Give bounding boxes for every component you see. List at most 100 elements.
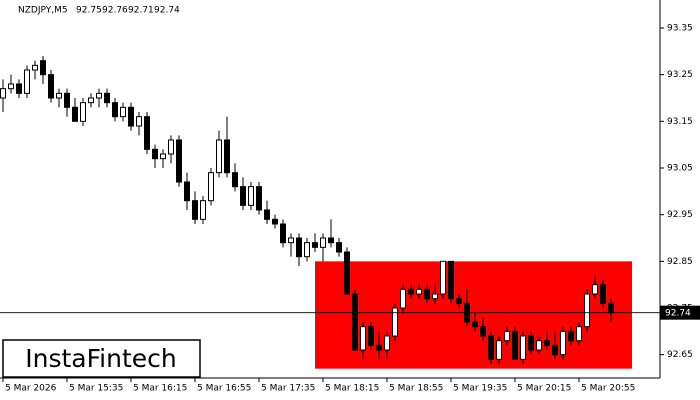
candle-body xyxy=(440,260,446,295)
x-tick-label: 5 Mar 20:15 xyxy=(517,384,571,394)
logo-box xyxy=(2,339,201,378)
candle-body xyxy=(240,186,246,206)
candle-body xyxy=(496,340,502,360)
candle-body xyxy=(64,92,70,108)
candle-body xyxy=(136,116,142,127)
y-tick-label: 92.65 xyxy=(667,350,693,360)
y-tick-label: 93.35 xyxy=(667,24,693,34)
candle-body xyxy=(336,242,342,253)
x-tick-label: 5 Mar 17:35 xyxy=(261,384,315,394)
x-tick-label: 5 Mar 20:55 xyxy=(581,384,635,394)
candle-body xyxy=(256,186,262,211)
candle-body xyxy=(16,83,22,94)
x-tick-label: 5 Mar 18:55 xyxy=(389,384,443,394)
candle-body xyxy=(368,326,374,346)
candle-body xyxy=(400,288,406,309)
candle-body xyxy=(288,237,294,244)
candle-body xyxy=(544,340,550,346)
candle-body xyxy=(280,223,286,244)
candle-body xyxy=(504,330,510,342)
candle-body xyxy=(600,284,606,304)
candle-body xyxy=(208,172,214,202)
candle-body xyxy=(528,335,534,351)
candle-body xyxy=(520,335,526,360)
candle-body xyxy=(352,293,358,351)
x-tick-label: 5 Mar 15:35 xyxy=(69,384,123,394)
candle-body xyxy=(472,321,478,328)
candle-body xyxy=(152,148,158,160)
y-tick-label: 92.95 xyxy=(667,210,693,220)
candle-body xyxy=(168,139,174,155)
candle-body xyxy=(432,293,438,300)
candle-body xyxy=(512,330,518,360)
candle-body xyxy=(408,288,414,295)
candle-body xyxy=(128,106,134,127)
candle-body xyxy=(96,92,102,99)
symbol: NZDJPY,M5 xyxy=(18,6,68,16)
candle-body xyxy=(568,330,574,342)
candle-body xyxy=(304,242,310,258)
candle-body xyxy=(392,307,398,337)
candle-body xyxy=(8,83,14,90)
candle-body xyxy=(592,284,598,295)
candle-body xyxy=(40,60,46,76)
candle-body xyxy=(312,242,318,248)
candle-body xyxy=(72,106,78,122)
header-value: 92.76 xyxy=(102,6,128,16)
candle-body xyxy=(448,260,454,300)
candle-body xyxy=(56,92,62,99)
candle-body xyxy=(456,298,462,304)
candle-body xyxy=(264,209,270,220)
y-tick-label: 93.05 xyxy=(667,164,693,174)
candle-body xyxy=(416,288,422,295)
candle-body xyxy=(232,172,238,188)
candle-body xyxy=(144,116,150,150)
x-tick-label: 5 Mar 16:55 xyxy=(197,384,251,394)
candle-body xyxy=(224,139,230,174)
candle-body xyxy=(104,92,110,104)
y-tick-label: 93.25 xyxy=(667,70,693,80)
candle-body xyxy=(88,97,94,104)
candle-body xyxy=(48,74,54,99)
candle-body xyxy=(296,237,302,258)
price-label-box xyxy=(660,305,700,320)
candle-body xyxy=(384,335,390,351)
candle-body xyxy=(120,106,126,118)
candle-body xyxy=(272,218,278,225)
price-label: 92.74 xyxy=(665,309,691,319)
candle-body xyxy=(480,326,486,337)
header-value: 92.74 xyxy=(154,6,180,16)
candle-body xyxy=(248,186,254,206)
candle-body xyxy=(584,293,590,328)
candle-body xyxy=(192,200,198,220)
x-tick-label: 5 Mar 2026 xyxy=(5,384,57,394)
y-tick-label: 93.15 xyxy=(667,117,693,127)
candle-body xyxy=(216,139,222,174)
candle-body xyxy=(328,237,334,244)
candle-body xyxy=(160,153,166,160)
header-value: 92.71 xyxy=(128,6,154,16)
candle-body xyxy=(488,335,494,360)
candle-body xyxy=(360,326,366,351)
y-tick-label: 92.85 xyxy=(667,257,693,267)
x-tick-label: 5 Mar 16:15 xyxy=(133,384,187,394)
candle-body xyxy=(608,302,614,314)
candle-body xyxy=(576,326,582,342)
candle-body xyxy=(376,344,382,351)
candle-body xyxy=(560,330,566,356)
candle-body xyxy=(80,102,86,122)
candle-body xyxy=(424,288,430,300)
candle-body xyxy=(32,64,38,71)
x-tick-label: 5 Mar 18:15 xyxy=(325,384,379,394)
candle-body xyxy=(344,251,350,295)
candle-body xyxy=(176,139,182,183)
candle-body xyxy=(320,237,326,248)
candle-body xyxy=(112,102,118,118)
candle-body xyxy=(200,200,206,220)
logo: InstaFintech xyxy=(25,344,177,373)
candle-body xyxy=(536,340,542,351)
x-tick-label: 5 Mar 19:35 xyxy=(453,384,507,394)
candle-body xyxy=(0,88,6,99)
